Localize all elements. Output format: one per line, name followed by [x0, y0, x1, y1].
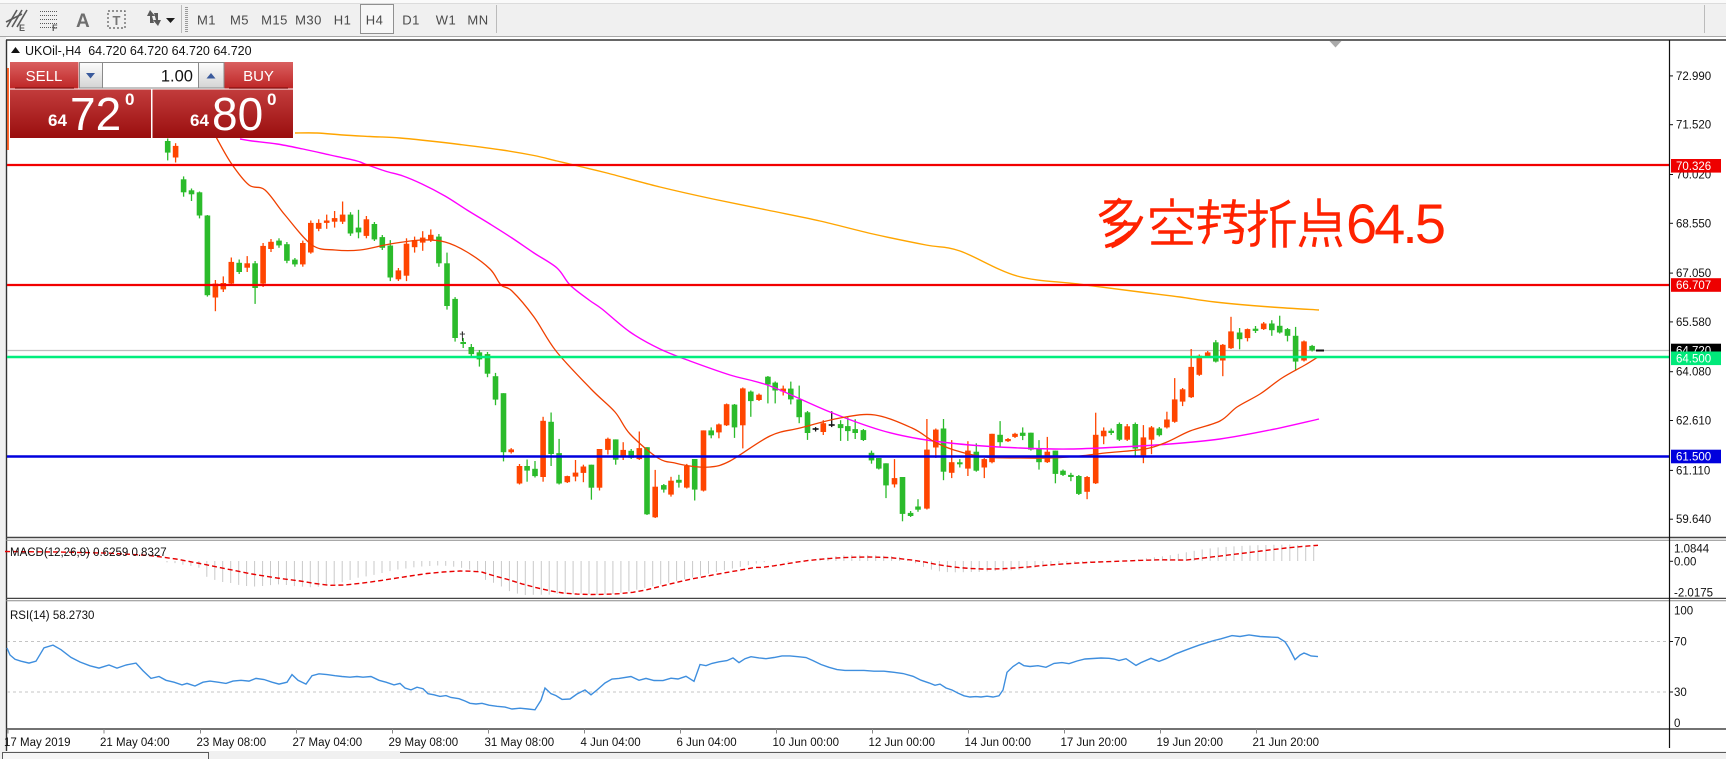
svg-text:RSI(14) 58.2730: RSI(14) 58.2730	[10, 610, 94, 622]
svg-text:27 May 04:00: 27 May 04:00	[293, 737, 363, 749]
svg-text:29 May 08:00: 29 May 08:00	[389, 737, 459, 749]
svg-text:MACD(12,26,9) 0.6259 0.8327: MACD(12,26,9) 0.6259 0.8327	[10, 547, 167, 559]
svg-text:61.110: 61.110	[1676, 465, 1710, 477]
svg-text:A: A	[76, 11, 90, 32]
svg-text:64: 64	[48, 111, 67, 130]
svg-text:0: 0	[1674, 718, 1680, 730]
svg-text:D1: D1	[402, 13, 420, 28]
svg-text:12 Jun 00:00: 12 Jun 00:00	[869, 737, 936, 749]
svg-text:23 May 08:00: 23 May 08:00	[197, 737, 267, 749]
svg-text:31 May 08:00: 31 May 08:00	[485, 737, 555, 749]
svg-text:64.5: 64.5	[1346, 192, 1446, 255]
svg-text:68.550: 68.550	[1676, 218, 1711, 230]
svg-text:M1: M1	[197, 13, 216, 28]
svg-text:64.080: 64.080	[1676, 367, 1711, 379]
svg-text:E: E	[19, 23, 25, 33]
svg-text:4 Jun 04:00: 4 Jun 04:00	[581, 737, 641, 749]
svg-text:66.707: 66.707	[1676, 280, 1711, 292]
svg-text:0: 0	[267, 90, 276, 109]
svg-text:59.640: 59.640	[1676, 514, 1711, 526]
svg-text:M15: M15	[261, 13, 288, 28]
svg-text:61.500: 61.500	[1676, 452, 1711, 464]
svg-text:17 Jun 20:00: 17 Jun 20:00	[1061, 737, 1128, 749]
svg-text:6 Jun 04:00: 6 Jun 04:00	[677, 737, 737, 749]
svg-text:M5: M5	[230, 13, 249, 28]
svg-text:21 Jun 20:00: 21 Jun 20:00	[1253, 737, 1320, 749]
svg-text:67.050: 67.050	[1676, 268, 1711, 280]
svg-text:10 Jun 00:00: 10 Jun 00:00	[773, 737, 840, 749]
svg-text:-2.0175: -2.0175	[1674, 588, 1713, 600]
svg-text:T: T	[113, 13, 121, 28]
svg-text:19 Jun 20:00: 19 Jun 20:00	[1157, 737, 1224, 749]
svg-text:W1: W1	[436, 13, 457, 28]
svg-text:65.580: 65.580	[1676, 317, 1711, 329]
svg-text:1.0844: 1.0844	[1674, 544, 1710, 556]
svg-text:64.500: 64.500	[1676, 354, 1711, 366]
svg-text:†: †	[459, 329, 466, 343]
svg-text:H1: H1	[334, 13, 352, 28]
svg-text:SELL: SELL	[26, 68, 63, 85]
svg-text:14 Jun 00:00: 14 Jun 00:00	[965, 737, 1032, 749]
svg-text:62.610: 62.610	[1676, 416, 1711, 428]
svg-text:17 May 2019: 17 May 2019	[4, 737, 71, 749]
svg-text:UKOil-,H4 64.720 64.720 64.72: UKOil-,H4 64.720 64.720 64.720 64.720	[25, 44, 252, 58]
svg-text:70: 70	[1674, 637, 1687, 649]
svg-text:BUY: BUY	[243, 68, 274, 85]
svg-text:70.326: 70.326	[1676, 161, 1711, 173]
svg-text:0: 0	[125, 90, 134, 109]
svg-text:MN: MN	[467, 13, 488, 28]
svg-text:100: 100	[1674, 606, 1693, 618]
svg-text:F: F	[52, 23, 58, 33]
svg-text:72: 72	[70, 88, 121, 140]
svg-text:80: 80	[212, 88, 263, 140]
svg-text:71.520: 71.520	[1676, 120, 1711, 132]
svg-text:64: 64	[190, 111, 209, 130]
svg-text:21 May 04:00: 21 May 04:00	[100, 737, 170, 749]
svg-text:M30: M30	[295, 13, 322, 28]
svg-text:0.00: 0.00	[1674, 556, 1696, 568]
svg-text:1.00: 1.00	[161, 68, 193, 86]
svg-text:72.990: 72.990	[1676, 71, 1711, 83]
svg-text:30: 30	[1674, 687, 1687, 699]
svg-text:H4: H4	[366, 13, 384, 28]
